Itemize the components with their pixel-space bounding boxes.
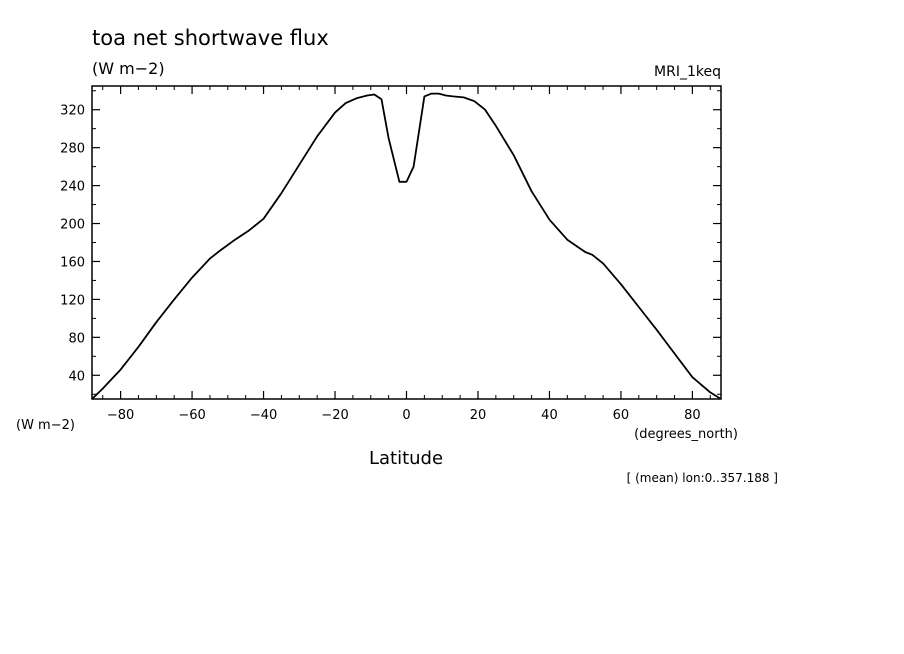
x-axis-ticks: −80 −60 −40 −20 0 20 40 60 80	[102, 86, 711, 423]
y-tick-label: 320	[60, 104, 85, 119]
x-tick-label: 60	[613, 408, 630, 423]
series-layer	[91, 92, 722, 400]
y-tick-label: 80	[68, 331, 85, 346]
x-tick-label: −80	[107, 408, 134, 423]
y-tick-label: 240	[60, 180, 85, 195]
chart-title: toa net shortwave flux	[92, 26, 329, 50]
series-line	[91, 92, 722, 400]
y-tick-label: 200	[60, 218, 85, 233]
y-axis-units-label: (W m−2)	[16, 418, 75, 433]
x-tick-label: 80	[684, 408, 701, 423]
x-tick-label: 20	[470, 408, 487, 423]
y-tick-label: 160	[60, 255, 85, 270]
x-tick-label: −60	[178, 408, 205, 423]
y-tick-label: 280	[60, 142, 85, 157]
plot-frame	[91, 85, 722, 400]
x-tick-label: −40	[250, 408, 277, 423]
x-tick-label: 0	[402, 408, 410, 423]
x-tick-label: 40	[541, 408, 558, 423]
run-label: MRI_1keq	[654, 64, 721, 80]
x-tick-label: −20	[321, 408, 348, 423]
x-axis-units-label: (degrees_north)	[634, 427, 738, 442]
footnote: [ (mean) lon:0..357.188 ]	[627, 471, 778, 485]
y-axis-ticks: 40 80 120 160 200 240 280 320	[60, 90, 721, 395]
y-tick-label: 40	[68, 369, 85, 384]
x-axis-title: Latitude	[369, 448, 443, 469]
y-tick-label: 120	[60, 293, 85, 308]
units-label: (W m−2)	[92, 59, 165, 78]
